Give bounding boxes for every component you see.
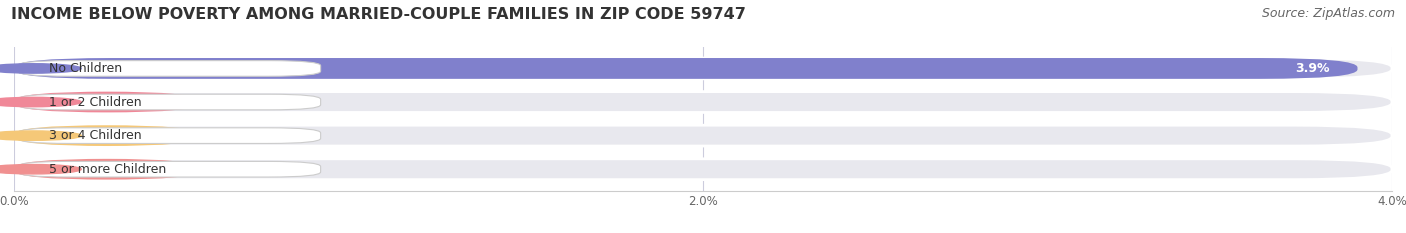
Circle shape: [0, 131, 82, 140]
Text: 0.0%: 0.0%: [224, 129, 256, 142]
FancyBboxPatch shape: [17, 61, 321, 76]
Text: 0.0%: 0.0%: [224, 163, 256, 176]
Circle shape: [0, 164, 82, 174]
FancyBboxPatch shape: [17, 128, 321, 144]
FancyBboxPatch shape: [14, 58, 1358, 79]
FancyBboxPatch shape: [14, 159, 1392, 180]
Text: 5 or more Children: 5 or more Children: [48, 163, 166, 176]
Text: No Children: No Children: [48, 62, 122, 75]
Text: 3.9%: 3.9%: [1295, 62, 1330, 75]
FancyBboxPatch shape: [14, 92, 200, 113]
FancyBboxPatch shape: [17, 94, 321, 110]
FancyBboxPatch shape: [14, 125, 200, 146]
Text: Source: ZipAtlas.com: Source: ZipAtlas.com: [1261, 7, 1395, 20]
Circle shape: [0, 64, 82, 73]
FancyBboxPatch shape: [14, 159, 200, 180]
FancyBboxPatch shape: [17, 161, 321, 177]
Text: 0.0%: 0.0%: [224, 96, 256, 109]
Text: 1 or 2 Children: 1 or 2 Children: [48, 96, 141, 109]
FancyBboxPatch shape: [14, 92, 1392, 113]
Circle shape: [0, 97, 82, 107]
Text: INCOME BELOW POVERTY AMONG MARRIED-COUPLE FAMILIES IN ZIP CODE 59747: INCOME BELOW POVERTY AMONG MARRIED-COUPL…: [11, 7, 747, 22]
Text: 3 or 4 Children: 3 or 4 Children: [48, 129, 141, 142]
FancyBboxPatch shape: [14, 125, 1392, 146]
FancyBboxPatch shape: [14, 58, 1392, 79]
